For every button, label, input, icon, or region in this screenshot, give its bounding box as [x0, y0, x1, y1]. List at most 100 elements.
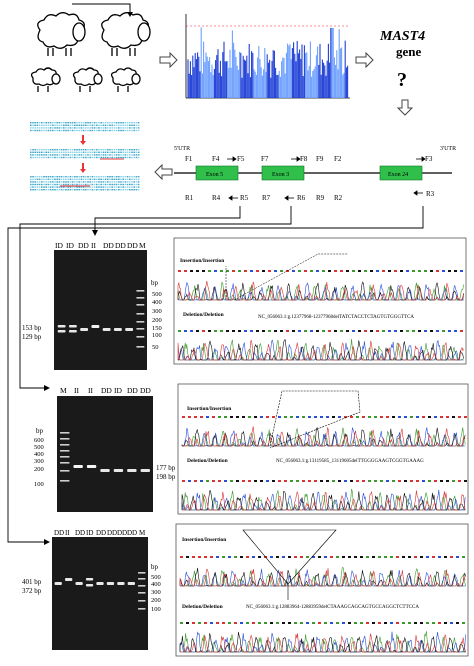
base-call [326, 480, 329, 482]
alignment-cell [96, 189, 98, 191]
alignment-cell [38, 149, 41, 151]
alignment-cell [30, 122, 32, 124]
gel-band [127, 469, 137, 472]
alignment-cell [58, 183, 61, 186]
alignment-cell [122, 154, 124, 156]
alignment-cell [36, 156, 39, 159]
alignment-cell [32, 129, 34, 132]
alignment-cell [137, 122, 140, 124]
alignment-cell [71, 181, 74, 183]
base-call [288, 622, 291, 624]
alignment-cell [135, 151, 138, 153]
alignment-cell [58, 181, 61, 183]
alignment-cell [41, 124, 43, 126]
base-call [398, 416, 401, 418]
alignment-cell [82, 149, 85, 151]
alignment-cell [109, 189, 111, 191]
alignment-cell [47, 154, 50, 156]
alignment-cell [131, 129, 133, 132]
alignment-cell [36, 178, 39, 180]
alignment-cell [67, 154, 69, 156]
alignment-cell [135, 176, 138, 178]
base-call [460, 330, 463, 332]
base-call [260, 480, 263, 482]
alignment-cell [118, 154, 120, 156]
base-call [332, 416, 335, 418]
alignment-cell [131, 189, 133, 191]
alignment-cell [76, 154, 78, 156]
alignment-cell [47, 189, 50, 191]
alignment-cell [100, 129, 102, 132]
base-call [218, 416, 221, 418]
alignment-cell [47, 151, 50, 153]
alignment-cell [74, 149, 76, 151]
alignment-cell [69, 129, 72, 132]
chromatogram-panel: Insertion/Insertion Deletion/Deletion NC… [177, 383, 469, 515]
primer-label: F2 [334, 155, 342, 163]
alignment-cell [129, 129, 131, 132]
base-call [276, 556, 279, 558]
alignment-cell [30, 189, 32, 191]
alignment-cell [43, 129, 45, 132]
ladder-band [138, 608, 146, 610]
trace-line [182, 426, 466, 447]
alignment-cell [56, 151, 58, 153]
alignment-cell [96, 127, 98, 129]
gel-band [68, 325, 77, 328]
alignment-cell [36, 127, 39, 129]
alignment-cell [74, 122, 76, 124]
alignment-cell [74, 151, 76, 153]
alignment-cell [47, 124, 50, 126]
gel-band [106, 582, 115, 585]
base-call [254, 480, 257, 482]
alignment-cell [122, 183, 124, 186]
alignment-cell [118, 156, 120, 159]
primer-label: F5 [237, 155, 245, 163]
alignment-cell [120, 183, 122, 186]
base-call [350, 480, 353, 482]
alignment-cell [52, 156, 54, 159]
sheep-icon [72, 67, 103, 92]
alignment-cell [38, 178, 41, 180]
alignment-cell [126, 151, 129, 153]
alignment-cell [41, 129, 43, 132]
gel-band [113, 469, 124, 472]
alignment-cell [32, 186, 34, 188]
ladder-band [60, 438, 70, 440]
alignment-cell [104, 129, 107, 132]
base-call [238, 270, 241, 272]
base-call [296, 416, 299, 418]
gene-name: MAST4 [379, 29, 425, 44]
alignment-cell [87, 156, 89, 159]
genotype-label: Insertion/Insertion [182, 537, 226, 543]
alignment-cell [131, 151, 133, 153]
alignment-cell [120, 181, 122, 183]
alignment-cell [89, 189, 91, 191]
alignment-cell [115, 151, 118, 153]
base-call [338, 480, 341, 482]
alignment-cell [96, 154, 98, 156]
base-call [394, 270, 397, 272]
base-call [308, 416, 311, 418]
base-call [210, 556, 213, 558]
ladder-label: 100 [152, 332, 162, 339]
base-call [290, 416, 293, 418]
alignment-cell [32, 122, 34, 124]
alignment-cell [41, 127, 43, 129]
base-call [282, 556, 285, 558]
alignment-cell [67, 151, 69, 153]
alignment-cell [131, 181, 133, 183]
base-call [246, 556, 249, 558]
alignment-cell [49, 154, 52, 156]
alignment-cell [54, 129, 56, 132]
base-call [428, 480, 431, 482]
base-call [376, 330, 379, 332]
alignment-cell [34, 183, 36, 186]
alignment-cell [30, 156, 32, 159]
base-call [250, 330, 253, 332]
alignment-cell [45, 176, 47, 178]
alignment-cell [109, 122, 111, 124]
trace-line [181, 490, 466, 511]
alignment-cell [56, 129, 58, 132]
alignment-cell [56, 178, 58, 180]
